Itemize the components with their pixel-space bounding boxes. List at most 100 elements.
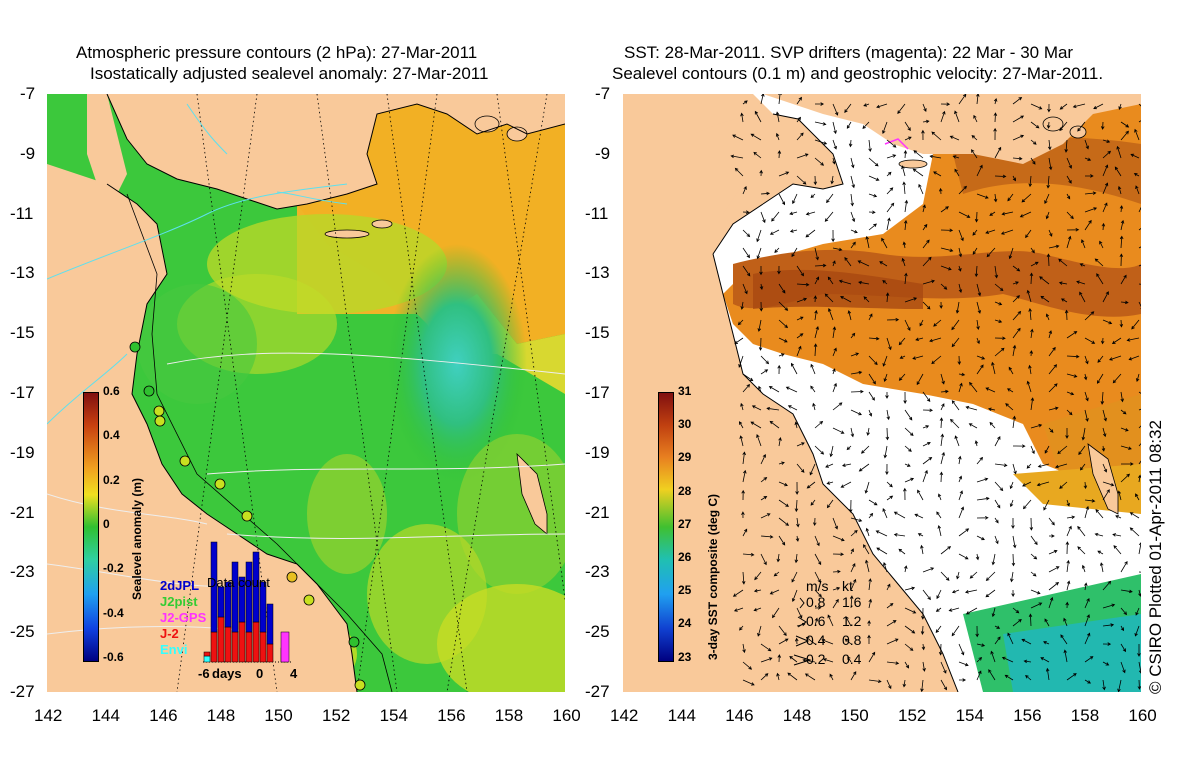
velocity-arrow xyxy=(1084,632,1091,645)
velocity-arrow xyxy=(757,625,762,637)
velocity-arrow xyxy=(1135,493,1140,501)
velocity-arrow xyxy=(771,211,780,222)
velocity-arrow xyxy=(850,578,857,591)
velocity-arrow xyxy=(1009,499,1014,508)
velocity-arrow xyxy=(778,94,782,105)
velocity-arrow xyxy=(804,673,816,681)
velocity-arrow xyxy=(1012,156,1023,161)
velocity-arrow xyxy=(1084,499,1096,503)
velocity-arrow xyxy=(850,409,862,416)
velocity-arrow xyxy=(935,607,942,612)
velocity-arrow xyxy=(754,571,762,581)
velocity-arrow xyxy=(986,247,996,258)
velocity-arrow xyxy=(904,463,911,467)
velocity-arrow xyxy=(1060,298,1068,303)
velocity-arrow xyxy=(1044,193,1050,205)
velocity-arrow xyxy=(1023,659,1032,664)
velocity-arrow xyxy=(796,316,804,321)
velocity-arrow xyxy=(768,386,780,393)
velocity-arrow xyxy=(940,433,945,447)
velocity-arrow xyxy=(778,337,788,343)
sealevel-colorbar-tick: -0.6 xyxy=(103,649,124,664)
velocity-arrow xyxy=(949,135,960,141)
velocity-arrow xyxy=(1012,175,1016,182)
velocity-arrow xyxy=(1048,244,1060,249)
velocity-arrow xyxy=(1037,463,1050,468)
velocity-arrow xyxy=(778,481,788,487)
velocity-arrow xyxy=(937,524,942,537)
velocity-arrow xyxy=(814,121,827,126)
sst-colorbar-tick: 24 xyxy=(678,616,692,631)
velocity-arrow xyxy=(1081,564,1086,573)
velocity-arrow xyxy=(844,257,852,267)
velocity-arrow xyxy=(773,571,780,577)
velocity-arrow xyxy=(850,548,854,555)
velocity-arrow xyxy=(766,406,780,411)
velocity-arrow xyxy=(778,535,786,546)
velocity-arrow xyxy=(1072,103,1086,109)
velocity-arrow xyxy=(1064,139,1068,153)
velocity-arrow xyxy=(989,421,996,429)
velocity-arrow xyxy=(757,319,762,332)
velocity-arrow xyxy=(741,511,745,519)
velocity-arrow xyxy=(1115,515,1122,519)
velocity-arrow xyxy=(976,456,984,465)
velocity-arrow xyxy=(812,517,817,527)
velocity-arrow xyxy=(1084,157,1092,161)
velocity-arrow xyxy=(814,535,820,547)
velocity-arrow xyxy=(769,420,780,429)
velocity-arrow xyxy=(1129,527,1140,537)
velocity-arrow xyxy=(991,361,996,375)
velocity-arrow xyxy=(903,150,908,159)
velocity-arrow xyxy=(1102,150,1112,159)
velocity-arrow xyxy=(922,408,934,413)
velocity-arrow xyxy=(1012,463,1017,475)
velocity-arrow xyxy=(734,337,744,345)
velocity-arrow xyxy=(885,392,889,399)
velocity-arrow xyxy=(862,121,870,129)
velocity-arrow xyxy=(940,206,950,213)
velocity-arrow xyxy=(985,229,996,234)
sealevel-colorbar-tick: 0.4 xyxy=(103,428,120,443)
velocity-arrow xyxy=(1137,474,1141,483)
velocity-arrow xyxy=(850,229,858,234)
velocity-arrow xyxy=(1045,313,1050,321)
lon-tick: 152 xyxy=(898,706,927,725)
velocity-arrow xyxy=(733,607,744,612)
velocity-arrow xyxy=(886,171,892,177)
velocity-arrow xyxy=(1019,211,1032,218)
velocity-arrow xyxy=(958,283,963,294)
velocity-arrow xyxy=(840,296,852,303)
velocity-arrow xyxy=(1097,550,1104,555)
velocity-arrow xyxy=(958,490,963,501)
velocity-arrow xyxy=(920,544,924,555)
velocity-arrow xyxy=(796,442,805,447)
velocity-arrow xyxy=(846,445,852,451)
velocity-arrow xyxy=(1030,261,1039,267)
velocity-arrow xyxy=(882,355,888,367)
velocity-arrow xyxy=(868,210,876,214)
velocity-arrow xyxy=(885,427,890,441)
velocity-arrow xyxy=(1065,601,1069,609)
velocity-arrow xyxy=(1118,103,1122,111)
lat-tick: -23 xyxy=(585,562,610,582)
velocity-arrow xyxy=(742,661,753,670)
velocity-arrow xyxy=(1138,264,1141,267)
velocity-arrow xyxy=(832,247,843,252)
velocity-arrow xyxy=(810,193,816,199)
velocity-arrow xyxy=(1048,581,1060,591)
velocity-arrow xyxy=(904,409,913,421)
velocity-arrow xyxy=(1048,517,1055,526)
velocity-arrow xyxy=(760,513,771,519)
velocity-arrow xyxy=(826,499,834,509)
sst-colorbar xyxy=(658,392,674,662)
velocity-arrow xyxy=(994,174,1007,179)
velocity-arrow xyxy=(1138,571,1141,573)
velocity-arrow xyxy=(922,589,931,601)
velocity-arrow xyxy=(805,229,816,238)
velocity-arrow xyxy=(922,661,926,672)
velocity-arrow xyxy=(958,211,971,218)
velocity-arrow xyxy=(813,175,818,186)
velocity-arrow xyxy=(814,617,819,627)
velocity-arrow xyxy=(791,247,798,258)
